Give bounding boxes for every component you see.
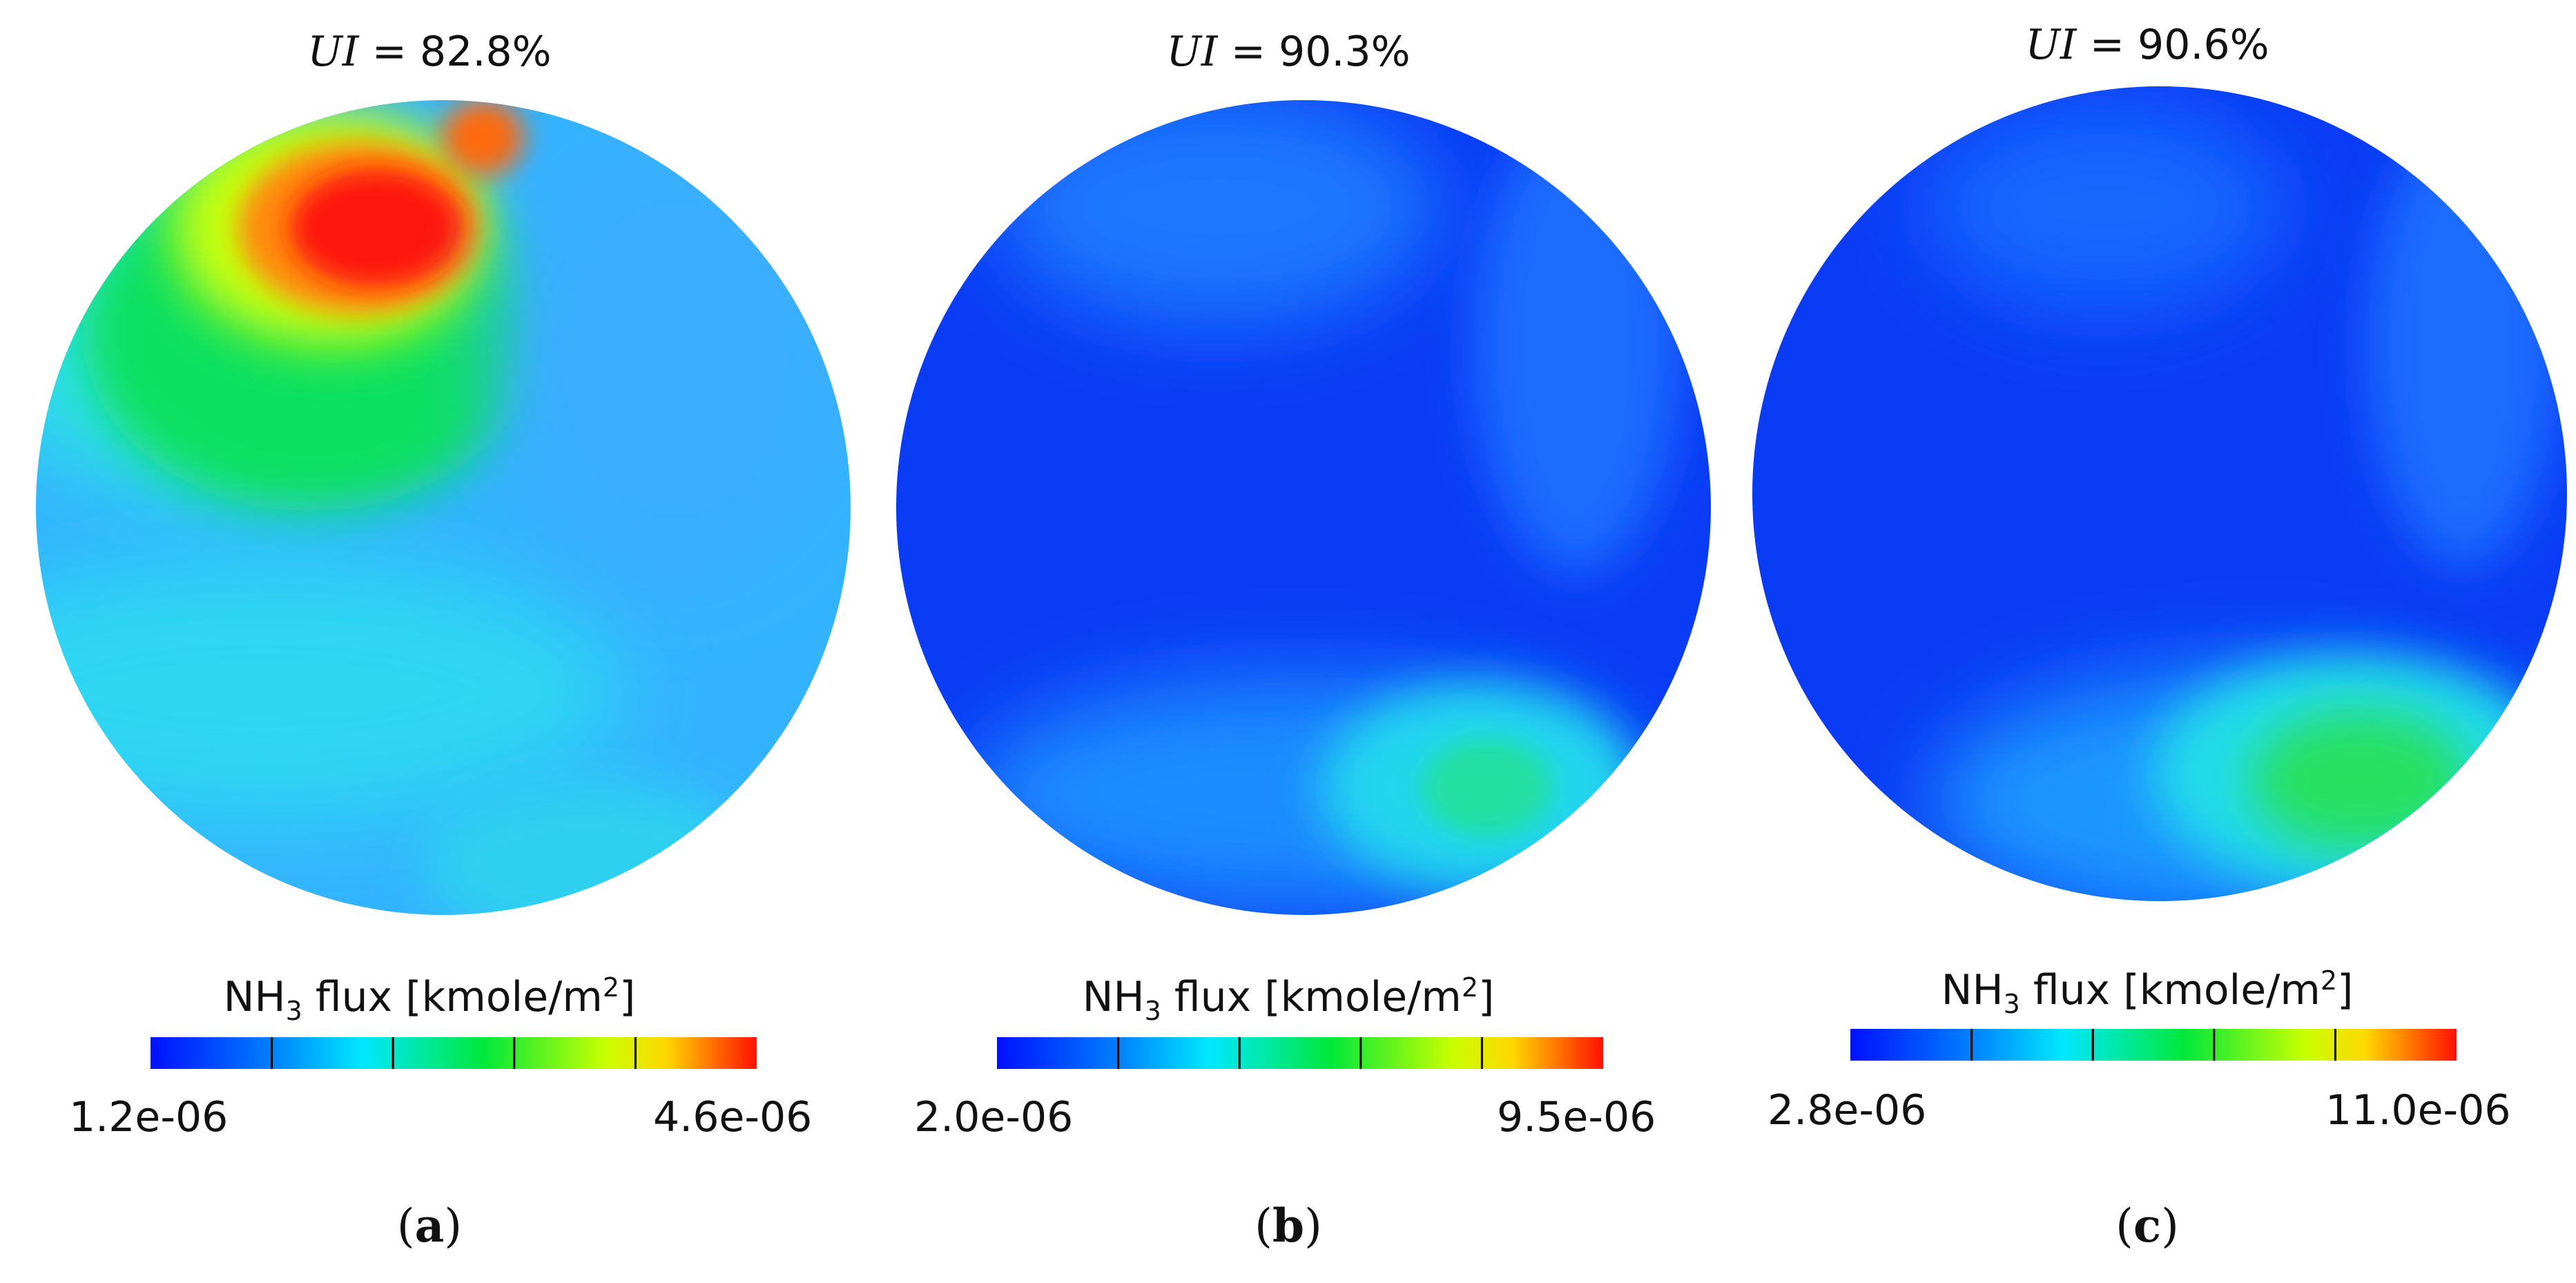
panel-a: UI = 82.8% NH3 flux [kmole/m2] 1.2e-06 4… <box>0 0 859 1283</box>
flux-region-blue-right <box>497 131 851 587</box>
colorbar-max-label: 4.6e-06 <box>653 1093 813 1141</box>
panel-title: UI = 82.8% <box>0 21 859 83</box>
colorbar-title: NH3 flux [kmole/m2] <box>223 972 636 1026</box>
colorbar-gradient <box>997 1037 1603 1069</box>
flux-region-lightblue <box>1925 104 2284 311</box>
ui-value: = 82.8% <box>371 28 552 76</box>
ui-value: = 90.6% <box>2089 21 2269 69</box>
ui-value: = 90.3% <box>1230 28 1411 76</box>
panel-b: UI = 90.3% NH3 flux [kmole/m2] 2.0e-06 9… <box>859 0 1718 1283</box>
colorbar-max-label: 9.5e-06 <box>1497 1093 1656 1141</box>
flux-region-lightblue <box>997 100 1439 325</box>
panel-label: (b) <box>1255 1199 1322 1253</box>
flux-region-lightblue-right <box>1473 117 1681 573</box>
colorbar-title: NH3 flux [kmole/m2] <box>1082 972 1495 1026</box>
ui-symbol: UI <box>307 28 359 76</box>
colorbar <box>1850 1029 2457 1061</box>
colorbar-min-label: 2.0e-06 <box>914 1093 1074 1141</box>
flux-region-lightblue-right <box>2367 124 2560 566</box>
flux-disc <box>1752 86 2567 901</box>
ui-symbol: UI <box>2025 21 2077 69</box>
colorbar-max-label: 11.0e-06 <box>2325 1086 2511 1135</box>
colorbar <box>997 1037 1603 1069</box>
colorbar-gradient <box>151 1037 757 1069</box>
flux-region-orange-top <box>442 100 525 176</box>
colorbar-title: NH3 flux [kmole/m2] <box>1941 965 2354 1019</box>
colorbar-gradient <box>1850 1029 2457 1061</box>
panel-c: UI = 90.6% NH3 flux [kmole/m2] 2.8e-06 1… <box>1718 0 2576 1283</box>
colorbar-min-label: 2.8e-06 <box>1768 1086 1927 1135</box>
colorbar <box>151 1037 757 1069</box>
colorbar-min-label: 1.2e-06 <box>69 1093 229 1141</box>
flux-region-red <box>290 169 463 287</box>
ui-symbol: UI <box>1166 28 1218 76</box>
flux-region-cyan-bottom <box>421 780 753 915</box>
panel-title: UI = 90.6% <box>1718 14 2576 76</box>
flux-region-green <box>2249 711 2470 849</box>
panel-label: (a) <box>396 1199 463 1253</box>
flux-disc <box>896 100 1711 915</box>
flux-region-green <box>1422 739 1553 836</box>
panel-label: (c) <box>2115 1199 2179 1253</box>
panel-title: UI = 90.3% <box>859 21 1718 83</box>
flux-disc <box>36 100 851 915</box>
